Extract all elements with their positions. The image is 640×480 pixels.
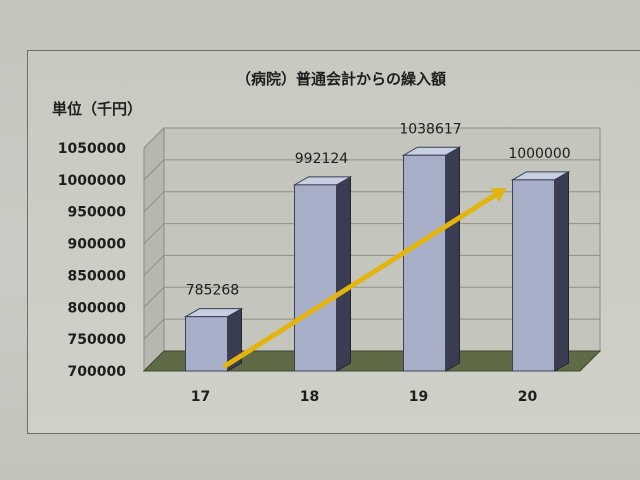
gridline <box>143 127 600 149</box>
x-tick-label: 18 <box>300 389 319 405</box>
y-tick-label: 700000 <box>68 364 127 380</box>
y-tick-label: 750000 <box>68 332 127 348</box>
bar-side <box>336 176 351 372</box>
bar <box>185 316 228 372</box>
y-tick-label: 900000 <box>68 237 127 253</box>
bar <box>512 179 555 372</box>
plot-area: 1050000 1000000 950000 900000 850000 800000 75… <box>58 121 602 405</box>
y-tick-label: 1000000 <box>58 173 126 189</box>
y-tick-label: 850000 <box>68 268 127 284</box>
x-tick-label: 19 <box>409 389 428 405</box>
bar-side <box>445 146 460 372</box>
bar <box>294 184 337 372</box>
bar-side <box>554 170 569 372</box>
data-label: 1038617 <box>399 121 461 137</box>
y-axis-unit-label: 単位（千円） <box>52 100 142 118</box>
data-label: 785268 <box>186 283 239 299</box>
y-tick-label: 1050000 <box>58 141 126 157</box>
side-wall <box>143 126 165 373</box>
y-tick-label: 950000 <box>68 205 127 221</box>
x-tick-label: 20 <box>518 389 538 405</box>
chart-title: （病院）普通会計からの繰入額 <box>236 70 446 88</box>
trend-arrow-shaft <box>222 193 497 370</box>
data-label: 992124 <box>295 151 349 167</box>
y-tick-label: 800000 <box>68 300 127 316</box>
data-label: 1000000 <box>508 146 570 162</box>
bar <box>403 154 446 372</box>
x-tick-label: 17 <box>191 389 210 405</box>
trend-arrow-head <box>490 187 507 203</box>
